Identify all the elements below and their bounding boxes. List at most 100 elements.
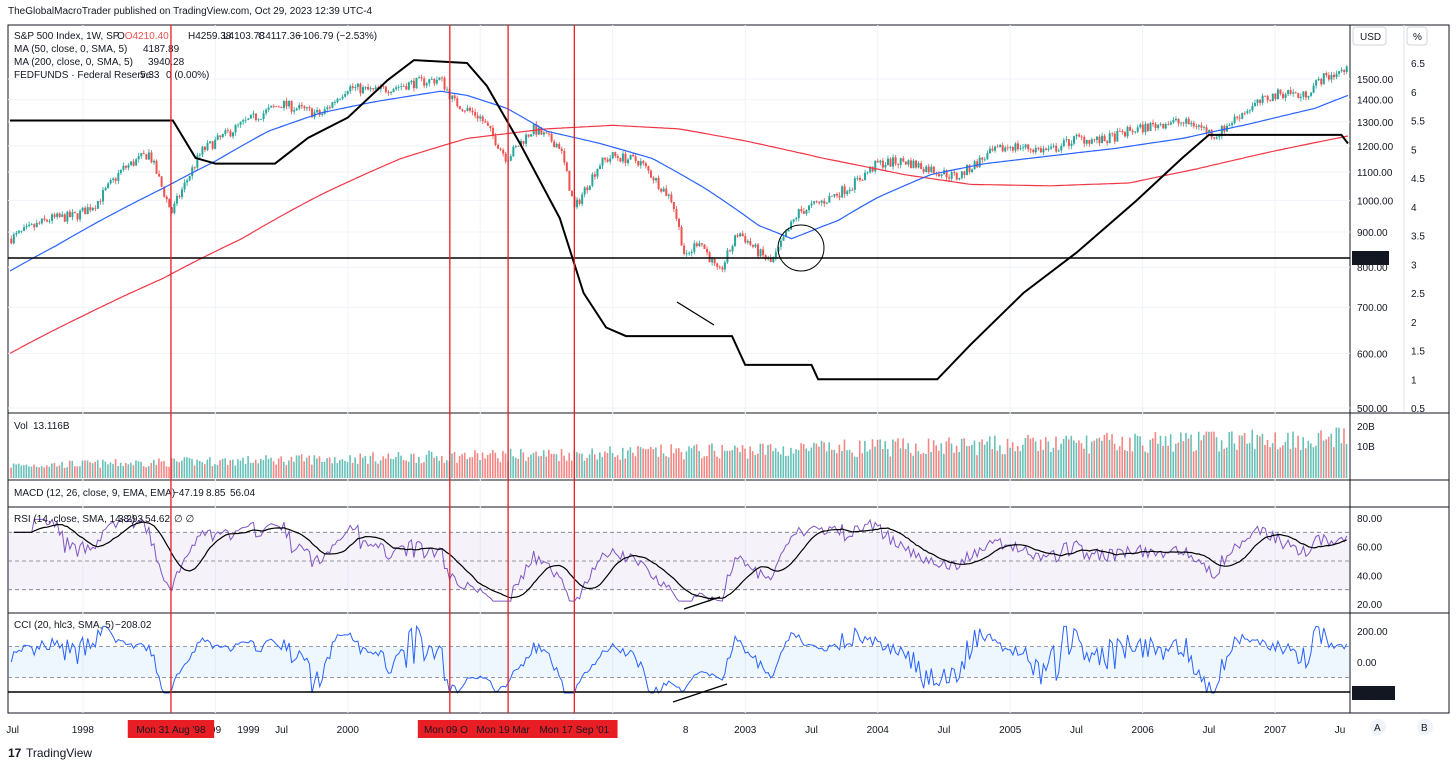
volume-bar [124,462,127,478]
percent-button[interactable]: % [1406,26,1428,46]
candle-body [1139,124,1142,128]
candle-body [1080,136,1083,138]
volume-bar [186,457,188,478]
volume-bar [489,453,492,478]
volume-bar [527,457,530,478]
candle-body [440,77,443,79]
currency-button[interactable]: USD [1352,26,1387,46]
volume-bar [1034,441,1037,478]
legend-cci: CCI (20, hlc3, SMA, 5) −208.02 [14,620,152,631]
volume-bar [25,464,28,478]
volume-bar [150,462,153,478]
candle-body [915,160,918,168]
candle-body [295,108,298,111]
volume-bar [405,460,407,478]
tradingview-logo[interactable]: 17 TradingView [8,746,92,760]
volume-bar [277,458,280,478]
candle-body [813,201,816,204]
candle-body [1266,96,1269,101]
volume-bar [866,451,869,478]
candle-body [1062,140,1065,146]
volume-bar [672,453,675,478]
price-tick-label: 1100.00 [1357,168,1393,179]
candle-body [219,135,222,138]
volume-bar [1287,432,1289,478]
candle-body [1332,74,1335,78]
volume-bar [1032,437,1034,478]
candle-body [428,79,431,84]
candle-body [1085,139,1088,144]
volume-bar [963,438,966,478]
candle-body [1338,71,1341,74]
legend-volume: Vol 13.116B [14,421,70,432]
volume-bar [802,444,805,478]
volume-bar [1154,432,1157,478]
candle-body [443,77,446,90]
volume-bar [1236,449,1238,478]
candle-body [1274,93,1277,99]
svg-text:∅ ∅: ∅ ∅ [174,514,194,525]
cci-tick-label: 200.00 [1357,627,1388,638]
volume-bar [1022,444,1024,478]
candle-body [1121,131,1124,133]
candle-body [71,212,74,217]
fed-axis[interactable]: 6.5 6 5.5 5 4.5 4 3.5 3 2.5 2 1.5 1 0.5 [1411,59,1425,415]
cci-level-badge: −200.12 [1352,686,1395,700]
volume-bar [226,465,229,478]
volume-bar [935,445,938,478]
volume-bar [367,463,369,478]
candle-body [1022,147,1025,149]
auto-scale-button[interactable]: A [1370,719,1386,735]
svg-text:−47.19: −47.19 [173,488,204,499]
candle-body [1269,100,1272,102]
volume-bar [1169,434,1172,478]
event-label: Mon 31 Aug '98 [136,725,206,736]
volume-bar [591,448,593,478]
volume-bar [35,466,38,478]
log-scale-button[interactable]: B [1417,719,1433,735]
volume-bar [443,462,446,478]
candle-body [461,109,464,111]
candle-body [1014,143,1017,151]
volume-bar [614,456,616,478]
volume-bar [1243,433,1246,478]
volume-bar [428,450,430,478]
volume-bar [675,448,678,478]
volume-bar [76,466,79,478]
candle-body [198,154,201,156]
candle-body [1144,123,1147,133]
candle-body [1162,123,1165,129]
volume-bar [1307,440,1310,478]
candle-body [920,163,923,169]
candle-body [937,173,940,177]
candle-body [637,161,640,166]
volume-bar [1304,448,1307,478]
candle-body [1011,147,1014,151]
candle-body [632,154,635,157]
candle-body [132,161,135,166]
fed-tick-label: 4.5 [1411,174,1425,185]
price-axis[interactable]: 1500.00 1400.00 1300.00 1200.00 1100.00 1000.… [1357,75,1394,415]
candle-body [991,148,994,151]
volume-bar [1256,434,1259,478]
volume-bar [356,463,359,478]
time-tick-label: 2004 [867,725,890,736]
volume-bar [836,453,838,478]
divergence-line-cci [672,683,728,703]
volume-bar [899,448,902,478]
candle-body [1131,130,1134,133]
candle-body [374,87,377,90]
volume-bar [71,460,74,478]
candle-body [1172,120,1175,123]
svg-text:38.93: 38.93 [118,514,143,525]
candle-body [627,159,630,164]
time-axis[interactable]: Jul 1998 1999 Jul 2000 8 2003 Jul 2004 Jul 2005 Jul… [6,725,1345,736]
volume-bar [318,456,321,478]
candle-body [1264,95,1267,97]
volume-bar [627,450,629,478]
candle-body [1167,124,1170,125]
candle-body [1001,145,1004,152]
candle-body [548,133,551,135]
volume-bar [45,465,48,478]
